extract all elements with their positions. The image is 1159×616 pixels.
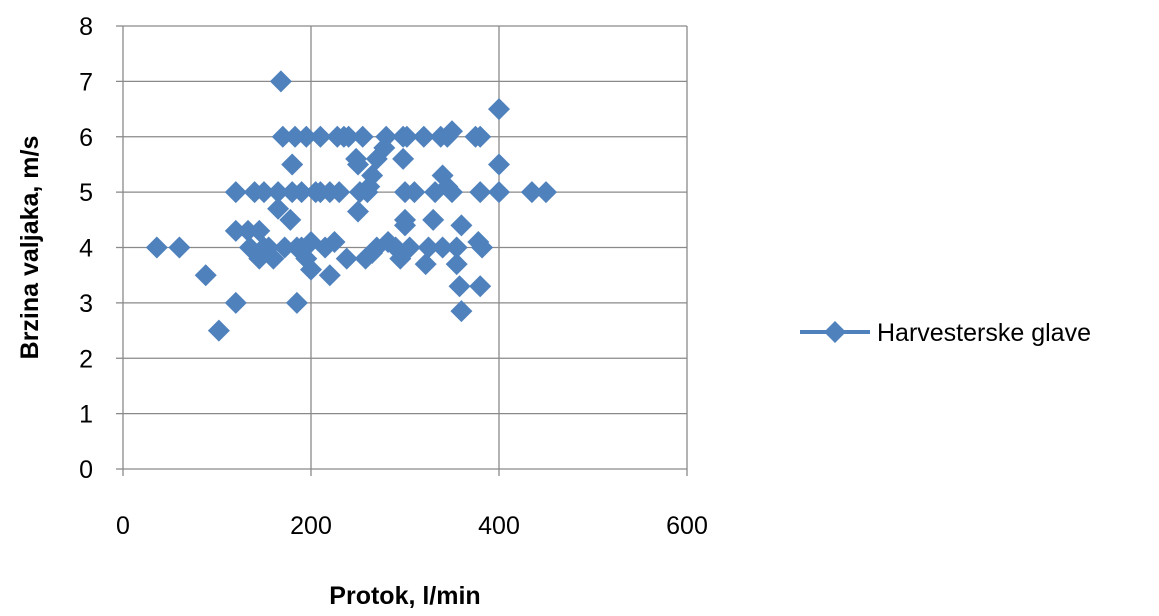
data-point [450, 300, 473, 323]
y-tick-label: 8 [79, 13, 93, 41]
y-tick-labels: 0 1 2 3 4 5 6 7 8 [79, 13, 93, 484]
y-tick-label: 7 [79, 68, 93, 96]
data-point [448, 275, 471, 298]
data-point [262, 247, 285, 270]
x-tick-label: 400 [478, 512, 520, 540]
data-point [248, 219, 271, 242]
data-point [347, 153, 369, 176]
data-point [300, 258, 322, 281]
data-point [412, 125, 435, 148]
data-point [354, 247, 377, 270]
data-point [279, 208, 302, 231]
data-point [450, 214, 473, 237]
data-point [335, 247, 358, 270]
data-point [422, 208, 445, 231]
data-point [488, 181, 510, 204]
data-point [273, 236, 296, 259]
x-tick-label: 600 [666, 512, 708, 540]
data-point [471, 236, 494, 259]
y-tick-label: 4 [79, 235, 93, 263]
data-point [168, 236, 191, 259]
data-point [284, 125, 307, 148]
y-tick-label: 1 [79, 401, 93, 429]
data-point [441, 181, 463, 204]
data-point [281, 153, 304, 176]
y-axis-title: Brzina valjaka, m/s [16, 136, 44, 360]
data-point [309, 125, 332, 148]
y-tick-label: 6 [79, 124, 93, 152]
data-point [488, 153, 510, 176]
data-point [224, 181, 247, 204]
legend-label: Harvesterske glave [877, 319, 1091, 347]
data-point [337, 125, 360, 148]
axes [116, 25, 688, 476]
data-point [375, 125, 398, 148]
data-point [318, 264, 341, 287]
data-point [267, 181, 290, 204]
data-point [290, 181, 313, 204]
data-point [389, 247, 412, 270]
data-point [237, 219, 260, 242]
y-tick-label: 3 [79, 290, 93, 318]
data-point [267, 197, 290, 220]
data-point [535, 181, 557, 204]
data-point [403, 181, 426, 204]
data-point [469, 125, 492, 148]
data-point [207, 319, 230, 342]
x-tick-label: 0 [116, 512, 130, 540]
data-point [361, 164, 384, 187]
x-tick-label: 200 [290, 512, 332, 540]
data-point [414, 253, 437, 276]
data-point [398, 236, 421, 259]
y-tick-label: 2 [79, 345, 93, 373]
legend: Harvesterske glave [800, 319, 1091, 347]
data-point [145, 236, 168, 259]
x-tick-labels: 0 200 400 600 [116, 512, 708, 540]
data-point [445, 253, 468, 276]
data-point [347, 200, 369, 223]
data-point [224, 219, 247, 242]
data-point [395, 125, 418, 148]
data-point [488, 98, 510, 121]
data-point [431, 236, 454, 259]
data-point [351, 125, 374, 148]
data-point [445, 236, 468, 259]
data-point [417, 236, 440, 259]
data-point [328, 181, 351, 204]
data-point [224, 291, 247, 314]
data-point [269, 70, 292, 93]
data-point [394, 214, 416, 237]
y-tick-label: 0 [79, 456, 93, 484]
data-point [285, 291, 308, 314]
data-point [392, 147, 415, 170]
data-point [253, 181, 275, 204]
data-point [248, 247, 271, 270]
x-axis-title: Protok, l/min [329, 582, 480, 610]
data-point [469, 181, 492, 204]
data-points [145, 70, 557, 342]
data-point [520, 181, 543, 204]
data-point [194, 264, 217, 287]
legend-diamond-marker [824, 321, 846, 343]
data-point [323, 230, 346, 253]
y-tick-label: 5 [79, 179, 93, 207]
data-point [295, 125, 318, 148]
data-point [271, 125, 294, 148]
data-point [469, 275, 492, 298]
data-point [441, 120, 463, 143]
